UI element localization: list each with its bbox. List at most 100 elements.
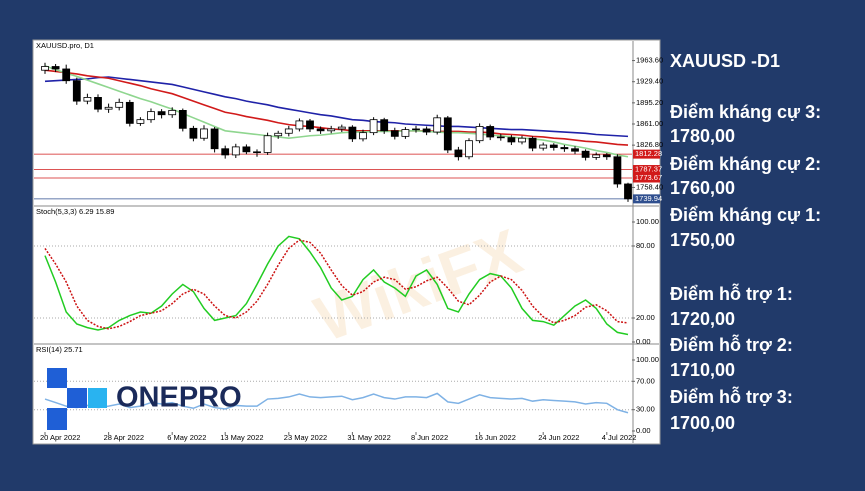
candle-body [168, 109, 177, 116]
x-tick-label: 8 Jun 2022 [411, 433, 448, 442]
candle-body [518, 137, 526, 143]
level-label: Điểm hỗ trợ 1: [670, 283, 793, 304]
logo-text: ONEPRO [116, 382, 242, 414]
price-label-box [633, 173, 660, 183]
y-tick-label: 0.00 [636, 426, 651, 435]
y-tick-label: 30.00 [636, 405, 655, 414]
x-tick-label: 20 Apr 2022 [40, 433, 80, 442]
candle-body [104, 106, 113, 110]
logo-square [88, 388, 107, 408]
candle-body [507, 137, 516, 143]
candle-body [549, 144, 558, 148]
y-tick-label: 80.00 [636, 241, 655, 250]
chart-title: RSI(14) 25.71 [36, 345, 83, 354]
candle-body [602, 154, 611, 158]
level-label: Điểm hỗ trợ 2: [670, 334, 793, 355]
candle-body [422, 128, 431, 133]
y-tick-label: 0.00 [636, 337, 651, 346]
candle-body [348, 126, 357, 140]
level-value: 1720,00 [670, 309, 735, 329]
logo-square [67, 388, 87, 408]
candle-body [178, 109, 187, 129]
y-tick-label: 1929.40 [636, 77, 663, 86]
candle-body [390, 130, 399, 137]
x-tick-label: 4 Jul 2022 [602, 433, 637, 442]
candle-body [592, 154, 601, 158]
candle-body [147, 111, 155, 121]
candle-body [613, 156, 622, 185]
level-value: 1760,00 [670, 178, 735, 198]
level-value: 1700,00 [670, 413, 735, 433]
price-label: 1739.94 [635, 194, 662, 203]
candle-body [327, 128, 336, 132]
price-label: 1787.37 [635, 165, 662, 174]
x-tick-label: 13 May 2022 [220, 433, 263, 442]
candle-body [337, 126, 346, 130]
candle-body [83, 97, 92, 102]
candle-body [571, 148, 579, 152]
candle-body [412, 128, 420, 131]
y-tick-label: 1861.00 [636, 119, 663, 128]
y-tick-label: 1963.60 [636, 56, 663, 65]
series-line [44, 235, 629, 336]
x-tick-label: 31 May 2022 [347, 433, 390, 442]
level-label: Điểm kháng cự 2: [670, 154, 821, 174]
level-value: 1780,00 [670, 126, 735, 146]
logo: ONEPRO [47, 368, 242, 430]
candle-body [528, 137, 537, 149]
candle-body [263, 135, 272, 153]
price-label-box [633, 194, 660, 204]
candle-body [496, 136, 505, 139]
candle-body [157, 111, 166, 116]
y-tick-label: 100.00 [636, 355, 659, 364]
level-label: Điểm hỗ trợ 3: [670, 386, 793, 407]
candle-body [221, 148, 230, 156]
candle-body [72, 80, 81, 102]
candle-body [316, 128, 325, 132]
x-tick-label: 24 Jun 2022 [538, 433, 579, 442]
candle-body [210, 128, 219, 150]
candle-body [242, 146, 251, 153]
candle-body [475, 126, 484, 142]
y-tick-label: 70.00 [636, 376, 655, 385]
chart-frame [32, 39, 661, 445]
candle-body [539, 144, 548, 149]
candle-body [624, 183, 632, 200]
candle-body [62, 68, 71, 82]
candle-body [274, 132, 283, 137]
candle-body [465, 140, 473, 158]
candle-body [433, 117, 442, 133]
chart-title: Stoch(5,3,3) 6.29 15.89 [36, 207, 114, 216]
x-tick-label: 16 Jun 2022 [475, 433, 516, 442]
candle-body [51, 66, 60, 70]
candle-body [295, 120, 304, 130]
candle-body [41, 66, 49, 71]
sidebar-title: XAUUSD -D1 [670, 51, 780, 71]
level-label: Điểm kháng cự 3: [670, 102, 821, 122]
candle-body [284, 128, 293, 134]
level-value: 1750,00 [670, 230, 735, 250]
candle-body [125, 101, 134, 124]
sidebar: Điểm kháng cự 3: 1780,00 Điểm kháng cự 2: 1… [670, 102, 821, 433]
candle-body [401, 129, 410, 137]
plot-area: 1963.60 1929.40 1895.20 1861.00 1826.80 1758.… [34, 56, 663, 442]
series-line [44, 392, 629, 414]
candle-body [369, 119, 378, 134]
y-tick-label: 20.00 [636, 313, 655, 322]
x-tick-label: 23 May 2022 [284, 433, 327, 442]
candle-body [94, 97, 102, 110]
y-tick-label: 100.00 [636, 217, 659, 226]
price-label-box [633, 165, 660, 175]
candle-body [359, 132, 367, 140]
candle-body [200, 128, 208, 139]
series-line [44, 76, 629, 138]
chart-title: XAUUSD.pro, D1 [36, 41, 94, 50]
candle-body [380, 119, 389, 132]
candle-body [560, 147, 569, 150]
x-tick-label: 28 Apr 2022 [104, 433, 144, 442]
candle-body [443, 117, 452, 151]
y-tick-label: 1758.40 [636, 182, 663, 191]
series-line [44, 239, 629, 330]
logo-square [47, 368, 67, 388]
